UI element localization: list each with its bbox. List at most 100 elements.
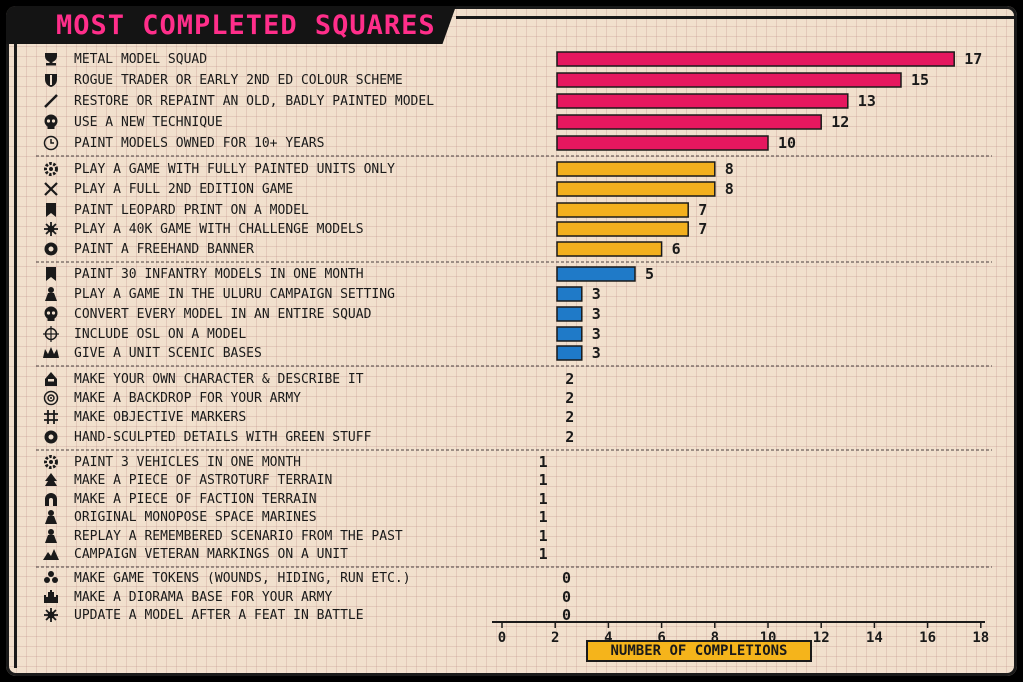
value-label: 0 <box>562 588 571 606</box>
value-label: 13 <box>858 92 876 110</box>
bar <box>556 345 583 361</box>
crosshair-icon <box>43 326 59 342</box>
x-axis-label: NUMBER OF COMPLETIONS <box>586 640 812 662</box>
value-label: 6 <box>672 240 681 258</box>
row-label: INCLUDE OSL ON A MODEL <box>74 327 246 342</box>
value-label: 17 <box>964 50 982 68</box>
bar <box>556 51 955 67</box>
row-label: RESTORE OR REPAINT AN OLD, BADLY PAINTED… <box>74 94 434 109</box>
value-label: 8 <box>725 160 734 178</box>
gear-icon <box>44 455 58 469</box>
row-label: METAL MODEL SQUAD <box>74 52 207 67</box>
burst-icon <box>44 608 58 622</box>
row-label: PLAY A FULL 2ND EDITION GAME <box>74 182 293 197</box>
row-label: ROGUE TRADER OR EARLY 2ND ED COLOUR SCHE… <box>74 73 403 88</box>
tree-icon <box>45 473 57 486</box>
crossed-swords-icon <box>44 182 58 196</box>
brush-icon <box>44 94 58 108</box>
x-tick-label: 2 <box>551 630 559 646</box>
top-border-line <box>456 16 1017 19</box>
row-label: PLAY A GAME IN THE ULURU CAMPAIGN SETTIN… <box>74 287 395 302</box>
bar <box>556 114 822 130</box>
skull-icon <box>44 114 58 129</box>
row-label: PLAY A 40K GAME WITH CHALLENGE MODELS <box>74 222 364 237</box>
value-label: 1 <box>539 453 548 471</box>
value-label: 1 <box>539 545 548 563</box>
value-label: 3 <box>592 285 601 303</box>
value-label: 10 <box>778 134 796 152</box>
chart-title: MOST COMPLETED SQUARES <box>56 10 436 41</box>
bar <box>556 286 583 302</box>
row-label: MAKE GAME TOKENS (WOUNDS, HIDING, RUN ET… <box>74 571 411 586</box>
bar <box>556 181 716 197</box>
value-label: 7 <box>698 201 707 219</box>
row-label: MAKE A PIECE OF ASTROTURF TERRAIN <box>74 473 332 488</box>
skull-icon <box>44 306 58 321</box>
row-label: PAINT LEOPARD PRINT ON A MODEL <box>74 203 309 218</box>
row-label: PAINT 3 VEHICLES IN ONE MONTH <box>74 455 301 470</box>
x-tick-label: 4 <box>604 630 612 646</box>
row-label: MAKE A DIORAMA BASE FOR YOUR ARMY <box>74 590 332 605</box>
value-label: 15 <box>911 71 929 89</box>
figure-icon <box>45 287 57 301</box>
crown-icon <box>43 347 59 358</box>
value-label: 0 <box>562 606 571 624</box>
bar <box>556 326 583 342</box>
row-label: PAINT A FREEHAND BANNER <box>74 242 254 257</box>
bar <box>556 306 583 322</box>
row-label: HAND-SCULPTED DETAILS WITH GREEN STUFF <box>74 430 372 445</box>
row-label: REPLAY A REMEMBERED SCENARIO FROM THE PA… <box>74 529 403 544</box>
x-tick-label: 8 <box>711 630 719 646</box>
row-label: CONVERT EVERY MODEL IN AN ENTIRE SQUAD <box>74 307 372 322</box>
value-label: 3 <box>592 305 601 323</box>
target-icon <box>43 390 59 406</box>
hash-icon <box>44 410 58 424</box>
value-label: 1 <box>539 490 548 508</box>
shield-icon <box>45 74 57 87</box>
row-label: PAINT 30 INFANTRY MODELS IN ONE MONTH <box>74 267 364 282</box>
banner-icon <box>46 203 56 217</box>
x-tick-label: 16 <box>919 630 936 646</box>
value-label: 3 <box>592 325 601 343</box>
value-label: 7 <box>698 220 707 238</box>
value-label: 2 <box>565 370 574 388</box>
row-label: UPDATE A MODEL AFTER A FEAT IN BATTLE <box>74 608 364 623</box>
value-label: 2 <box>565 408 574 426</box>
row-label: GIVE A UNIT SCENIC BASES <box>74 346 262 361</box>
row-label: PAINT MODELS OWNED FOR 10+ YEARS <box>74 136 324 151</box>
value-label: 1 <box>539 471 548 489</box>
value-label: 1 <box>539 527 548 545</box>
mountain-icon <box>43 549 59 560</box>
row-label: CAMPAIGN VETERAN MARKINGS ON A UNIT <box>74 547 348 562</box>
bar <box>556 221 689 237</box>
figure-icon <box>45 510 57 524</box>
left-border-line <box>14 44 17 668</box>
bar <box>556 135 769 151</box>
row-label: PLAY A GAME WITH FULLY PAINTED UNITS ONL… <box>74 162 395 177</box>
x-tick-label: 12 <box>813 630 830 646</box>
arch-icon <box>45 493 57 506</box>
trophy-icon <box>45 53 57 66</box>
bar <box>556 93 849 109</box>
cog-icon <box>44 430 58 444</box>
value-label: 3 <box>592 344 601 362</box>
value-label: 2 <box>565 428 574 446</box>
banner-icon <box>46 267 56 281</box>
bar <box>556 161 716 177</box>
value-label: 1 <box>539 508 548 526</box>
x-tick-label: 0 <box>498 630 506 646</box>
clock-icon <box>43 135 59 151</box>
figure-icon <box>45 529 57 543</box>
helmet-icon <box>45 372 57 386</box>
title-bar: MOST COMPLETED SQUARES <box>6 6 456 44</box>
value-label: 12 <box>831 113 849 131</box>
gear-icon <box>44 162 58 176</box>
row-label: MAKE OBJECTIVE MARKERS <box>74 410 246 425</box>
value-label: 0 <box>562 569 571 587</box>
value-label: 5 <box>645 265 654 283</box>
cog-icon <box>44 242 58 256</box>
row-label: USE A NEW TECHNIQUE <box>74 115 223 130</box>
row-label: MAKE A BACKDROP FOR YOUR ARMY <box>74 391 301 406</box>
bar <box>556 241 663 257</box>
row-label: MAKE YOUR OWN CHARACTER & DESCRIBE IT <box>74 372 364 387</box>
